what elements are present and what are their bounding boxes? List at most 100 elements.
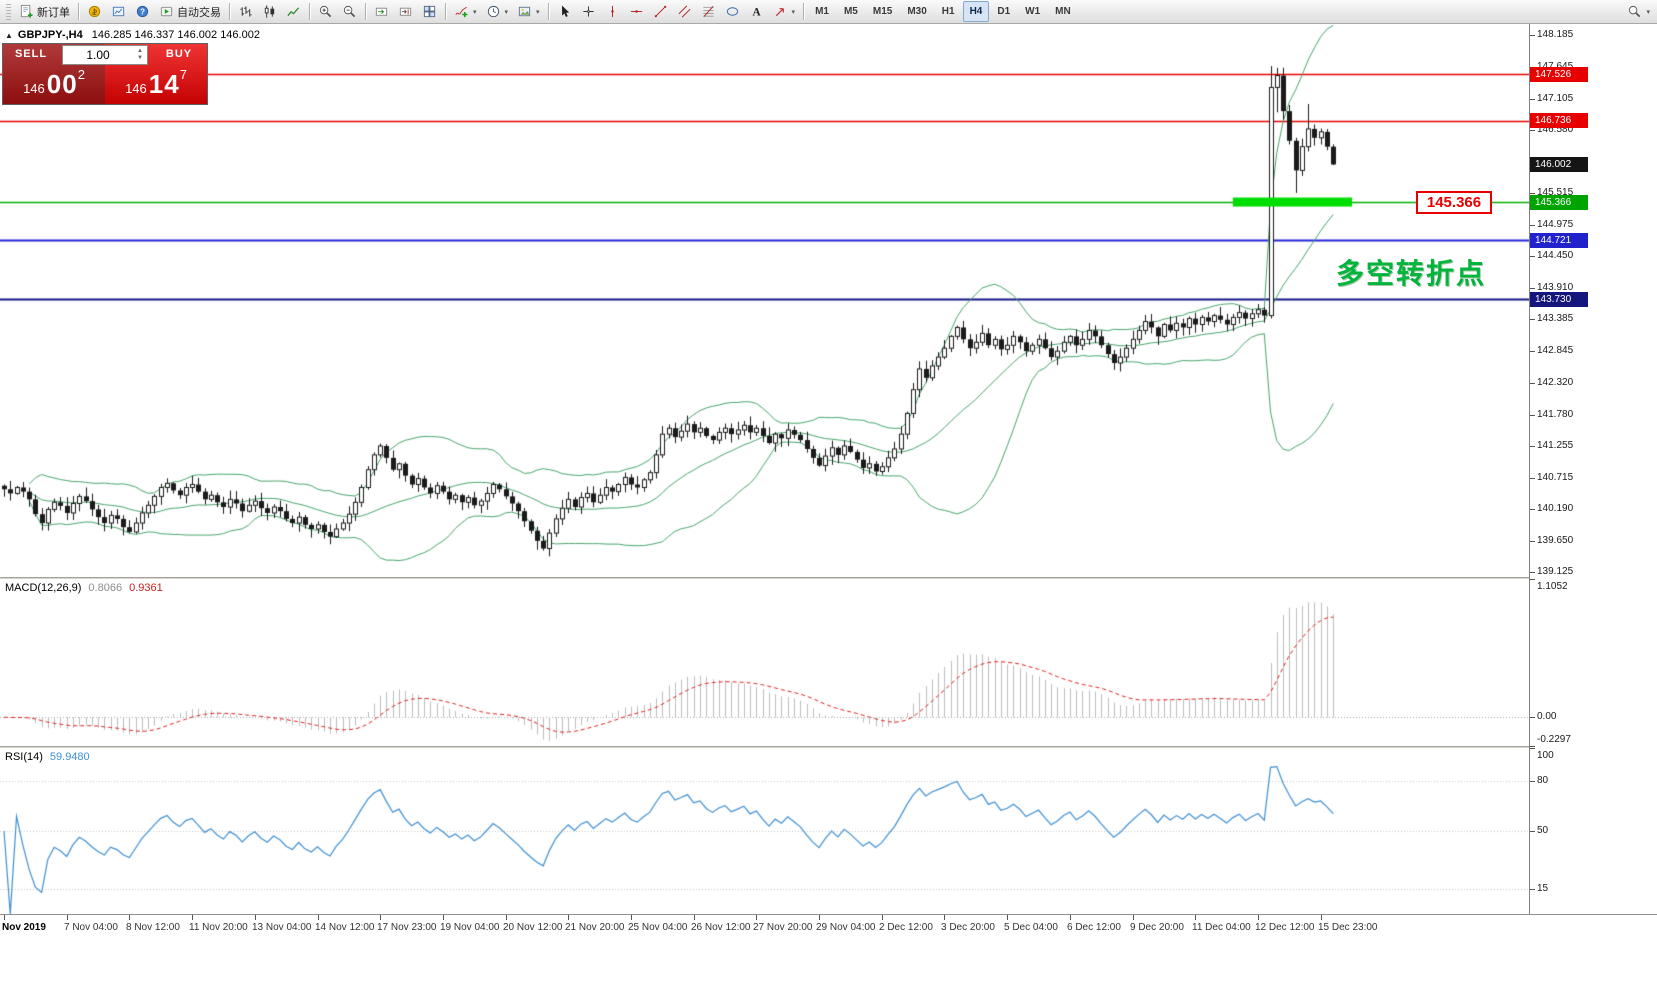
chart-shift-button[interactable] bbox=[394, 1, 417, 22]
time-axis-tick bbox=[694, 915, 695, 920]
sell-price: 146002 bbox=[23, 67, 85, 99]
rsi-canvas[interactable] bbox=[0, 748, 1529, 914]
chart-shift-icon bbox=[398, 4, 413, 19]
help-button[interactable]: ? bbox=[131, 1, 154, 22]
time-axis-label: Nov 2019 bbox=[2, 922, 46, 933]
price-axis-label: 142.320 bbox=[1537, 377, 1574, 388]
autotrading-button[interactable]: 自动交易 bbox=[155, 1, 225, 22]
time-axis-tick bbox=[443, 915, 444, 920]
price-chart-canvas[interactable] bbox=[0, 24, 1529, 577]
fibonacci-button[interactable] bbox=[697, 1, 720, 22]
price-axis-label: 144.975 bbox=[1537, 219, 1574, 230]
time-axis-label: 8 Nov 12:00 bbox=[126, 922, 180, 933]
text-button[interactable]: A bbox=[745, 1, 768, 22]
shapes-button[interactable] bbox=[721, 1, 744, 22]
timeframe-mn[interactable]: MN bbox=[1048, 1, 1078, 22]
price-axis-tick bbox=[1530, 415, 1535, 416]
panel-separator[interactable] bbox=[0, 746, 1657, 748]
timeframe-m1-label: M1 bbox=[815, 6, 829, 17]
indicators-button[interactable]: ▾ bbox=[450, 1, 481, 22]
zoom-in-button[interactable] bbox=[314, 1, 337, 22]
templates-button[interactable]: ▾ bbox=[513, 1, 544, 22]
hline-icon bbox=[629, 4, 644, 19]
time-axis-tick bbox=[1258, 915, 1259, 920]
ohlc-values: 146.285 146.337 146.002 146.002 bbox=[91, 29, 260, 41]
time-axis-tick bbox=[4, 915, 5, 920]
time-axis-label: 21 Nov 20:00 bbox=[565, 922, 625, 933]
rsi-axis-label: 100 bbox=[1537, 750, 1554, 761]
new-order-button-label: 新订单 bbox=[37, 6, 70, 19]
price-axis-label: 141.780 bbox=[1537, 409, 1574, 420]
periods-button[interactable]: ▾ bbox=[482, 1, 513, 22]
trendline-button[interactable] bbox=[649, 1, 672, 22]
volume-input[interactable] bbox=[65, 47, 131, 63]
timeframe-h4-label: H4 bbox=[969, 6, 983, 17]
timeframe-d1[interactable]: D1 bbox=[990, 1, 1017, 22]
vline-icon bbox=[605, 4, 620, 19]
timeframe-h4[interactable]: H4 bbox=[962, 1, 990, 22]
zoom-in-icon bbox=[318, 4, 333, 19]
price-axis-label: 143.385 bbox=[1537, 313, 1574, 324]
spin-down-icon[interactable]: ▼ bbox=[137, 55, 143, 61]
time-axis-label: 13 Nov 04:00 bbox=[252, 922, 312, 933]
time-axis-tick bbox=[756, 915, 757, 920]
toolbar-separator bbox=[78, 3, 79, 20]
zoom-out-button[interactable] bbox=[338, 1, 361, 22]
one-click-collapse-icon[interactable]: ▲ bbox=[5, 31, 13, 40]
price-axis[interactable]: 148.185 147.645 147.105 146.580 145.515 144.9… bbox=[1529, 24, 1657, 914]
rsi-axis-label: 80 bbox=[1537, 775, 1549, 786]
market-button[interactable] bbox=[83, 1, 106, 22]
time-axis-tick bbox=[1007, 915, 1008, 920]
price-axis-tick bbox=[1530, 509, 1535, 510]
bar-chart-button[interactable] bbox=[234, 1, 257, 22]
timeframe-w1[interactable]: W1 bbox=[1018, 1, 1047, 22]
toolbar-grip[interactable] bbox=[6, 3, 11, 20]
time-axis-tick bbox=[1195, 915, 1196, 920]
main-toolbar: 新订单? 自动交易 ▾ ▾ ▾ A ▾ M1 M5 M15 M30 H1 H4 D1 W1 MN ▾ bbox=[0, 0, 1657, 24]
timeframe-m15-label: M15 bbox=[872, 6, 893, 17]
macd-axis-tick bbox=[1530, 746, 1535, 747]
price-axis-tick bbox=[1530, 193, 1535, 194]
tile-windows-button[interactable] bbox=[418, 1, 441, 22]
macd-indicator-label: MACD(12,26,9) 0.8066 0.9361 bbox=[5, 582, 163, 594]
candlestick-chart-button[interactable] bbox=[258, 1, 281, 22]
new-order-button[interactable]: 新订单 bbox=[15, 1, 74, 22]
axis-price-tag: 146.736 bbox=[1530, 113, 1588, 128]
timeframe-h1[interactable]: H1 bbox=[935, 1, 962, 22]
price-axis-tick bbox=[1530, 541, 1535, 542]
timeframe-m15[interactable]: M15 bbox=[866, 1, 899, 22]
macd-canvas[interactable] bbox=[0, 579, 1529, 746]
toolbar-separator bbox=[547, 3, 549, 20]
toolbar-separator bbox=[365, 3, 366, 20]
templates-icon bbox=[517, 4, 532, 19]
auto-scroll-button[interactable] bbox=[370, 1, 393, 22]
arrows-button[interactable]: ▾ bbox=[769, 1, 800, 22]
search-button[interactable]: ▾ bbox=[1623, 1, 1654, 22]
macd-axis-tick bbox=[1530, 579, 1535, 580]
cursor-button[interactable] bbox=[553, 1, 576, 22]
price-axis-tick bbox=[1530, 383, 1535, 384]
line-chart-icon bbox=[286, 4, 301, 19]
spin-up-icon[interactable]: ▲ bbox=[137, 48, 143, 54]
timeframe-m30[interactable]: M30 bbox=[900, 1, 933, 22]
panel-separator[interactable] bbox=[0, 577, 1657, 579]
vertical-line-button[interactable] bbox=[601, 1, 624, 22]
timeframe-m5[interactable]: M5 bbox=[837, 1, 865, 22]
price-axis-tick bbox=[1530, 225, 1535, 226]
price-axis-label: 142.845 bbox=[1537, 345, 1574, 356]
crosshair-button[interactable] bbox=[577, 1, 600, 22]
chart-ohlc-header: ▲ GBPJPY-,H4 146.285 146.337 146.002 146.0… bbox=[5, 29, 260, 41]
toolbar-separator bbox=[229, 3, 230, 20]
line-chart-button[interactable] bbox=[282, 1, 305, 22]
timeframe-m1[interactable]: M1 bbox=[808, 1, 836, 22]
buy-label: BUY bbox=[165, 48, 193, 60]
volume-spinner[interactable]: ▲ ▼ bbox=[134, 46, 146, 64]
buy-price: 146147 bbox=[125, 67, 187, 99]
macd-axis-label: -0.2297 bbox=[1537, 734, 1571, 745]
charts-button[interactable] bbox=[107, 1, 130, 22]
time-axis[interactable]: Nov 2019 7 Nov 04:00 8 Nov 12:00 11 Nov 20:… bbox=[0, 914, 1657, 988]
zoom-out-icon bbox=[342, 4, 357, 19]
price-axis-tick bbox=[1530, 351, 1535, 352]
channel-button[interactable] bbox=[673, 1, 696, 22]
horizontal-line-button[interactable] bbox=[625, 1, 648, 22]
